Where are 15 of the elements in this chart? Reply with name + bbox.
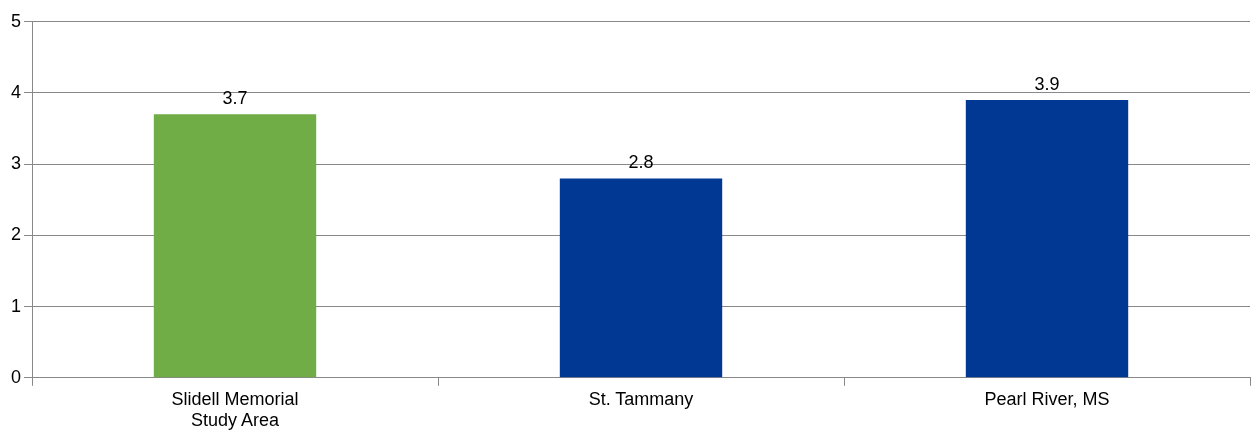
bar (153, 114, 317, 378)
data-label: 3.7 (222, 88, 248, 109)
data-label: 3.9 (1034, 74, 1060, 95)
y-tick-label: 1 (11, 295, 22, 316)
y-tick-label: 2 (11, 224, 22, 245)
y-tick-label: 5 (11, 10, 22, 31)
x-tick-label: Slidell Memorial Study Area (171, 388, 299, 431)
data-label: 2.8 (628, 152, 654, 173)
y-tick-label: 0 (11, 366, 22, 387)
bar (965, 100, 1129, 378)
x-tick-label: St. Tammany (588, 388, 694, 409)
x-tick-label: Pearl River, MS (984, 388, 1110, 409)
y-tick-label: 3 (11, 153, 22, 174)
bar (559, 178, 723, 378)
y-tick-label: 4 (11, 81, 22, 102)
